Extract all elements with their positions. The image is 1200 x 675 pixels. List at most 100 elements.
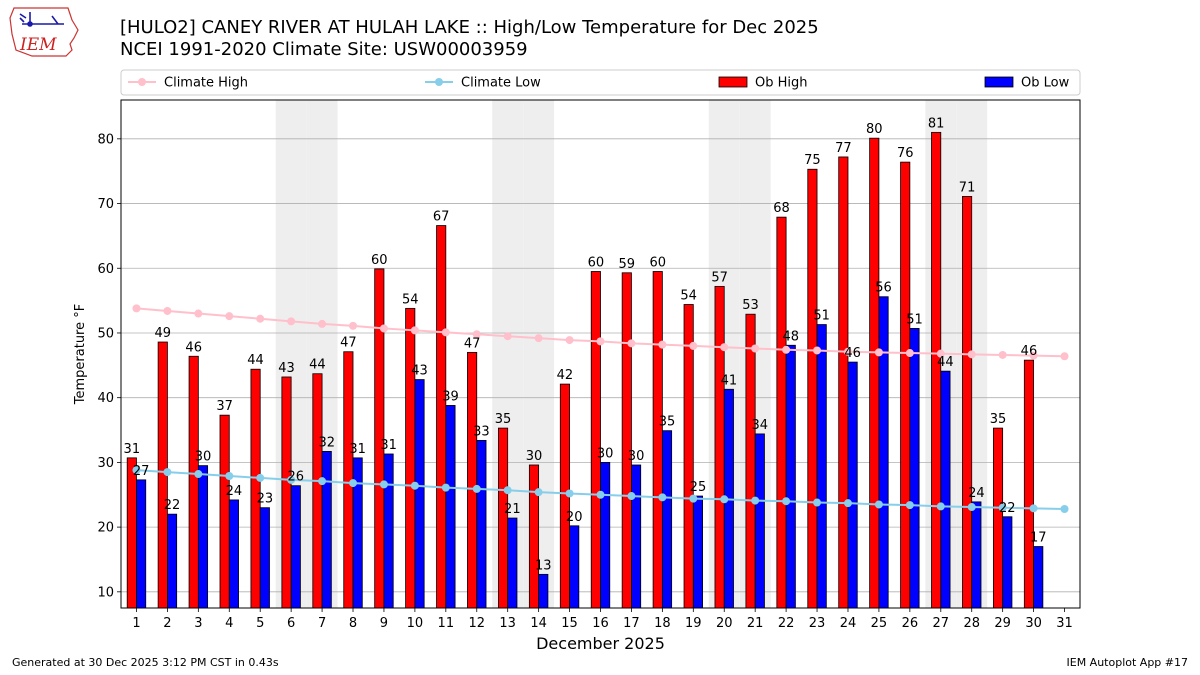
ob-high-bar [405, 307, 416, 609]
ob-low-label: 44 [937, 355, 954, 370]
ob-high-bar [126, 457, 137, 609]
climate-low-point [194, 470, 203, 479]
y-tick-label: 20 [97, 521, 114, 536]
x-tick-label: 28 [963, 616, 980, 631]
climate-high-point [627, 339, 636, 348]
ob-high-label: 46 [1021, 344, 1038, 359]
ob-high-label: 42 [557, 368, 574, 383]
ob-low-label: 41 [721, 373, 738, 388]
climate-high-point [596, 337, 605, 346]
x-tick-label: 6 [287, 616, 295, 631]
ob-high-label: 53 [742, 298, 759, 313]
climate-high-legend-marker [138, 78, 146, 86]
climate-low-point [132, 466, 141, 475]
climate-low-point [472, 484, 481, 493]
ob-high-label: 81 [928, 116, 945, 131]
x-tick-label: 24 [840, 616, 857, 631]
ob-high-label: 44 [247, 353, 264, 368]
climate-high-point [132, 304, 141, 313]
ob-low-label: 34 [752, 418, 769, 433]
x-tick-label: 29 [994, 616, 1011, 631]
x-tick-label: 30 [1025, 616, 1042, 631]
y-tick-label: 40 [97, 391, 114, 406]
climate-high-legend-label: Climate High [164, 76, 248, 91]
climate-low-point [874, 500, 883, 509]
x-tick-label: 12 [468, 616, 485, 631]
ob-high-label: 67 [433, 210, 450, 225]
climate-low-point [782, 497, 791, 506]
ob-low-bar [197, 465, 209, 609]
ob-low-bar [507, 517, 518, 609]
x-tick-label: 17 [623, 616, 640, 631]
ob-high-label: 57 [711, 270, 728, 285]
ob-high-label: 47 [340, 336, 357, 351]
svg-text:IEM: IEM [19, 35, 57, 55]
ob-high-label: 46 [185, 340, 202, 355]
ob-low-bar [414, 379, 425, 609]
y-tick-label: 50 [97, 326, 114, 341]
climate-low-point [534, 488, 543, 497]
climate-low-point [627, 492, 636, 501]
x-tick-label: 15 [561, 616, 578, 631]
ob-low-legend-swatch [984, 76, 1014, 88]
ob-high-bar [312, 373, 323, 609]
climate-low-point [225, 471, 234, 480]
climate-low-point [689, 494, 698, 503]
x-tick-label: 18 [654, 616, 671, 631]
ob-high-label: 80 [866, 122, 883, 137]
climate-high-point [379, 324, 388, 333]
climate-low-point [349, 479, 358, 488]
ob-high-bar [714, 285, 725, 609]
climate-low-point [813, 498, 822, 507]
ob-low-label: 27 [133, 464, 150, 479]
x-tick-label: 10 [407, 616, 424, 631]
climate-high-point [410, 326, 419, 335]
ob-high-label: 49 [154, 326, 171, 341]
x-tick-label: 22 [778, 616, 795, 631]
ob-low-label: 33 [473, 424, 490, 439]
ob-low-bar [631, 464, 642, 609]
ob-high-bar [436, 225, 447, 609]
ob-low-label: 21 [504, 502, 521, 517]
climate-low-point [379, 480, 388, 489]
ob-high-label: 76 [897, 146, 914, 161]
climate-high-point [349, 321, 358, 330]
ob-low-bar [321, 450, 332, 609]
climate-low-point [998, 503, 1007, 512]
ob-low-bar [383, 453, 394, 609]
ob-high-label: 44 [309, 358, 326, 373]
ob-low-label: 48 [782, 329, 799, 344]
ob-low-bar [445, 405, 456, 609]
ob-high-bar [838, 156, 849, 609]
x-tick-label: 1 [132, 616, 140, 631]
climate-high-point [194, 309, 203, 318]
climate-low-legend-label: Climate Low [461, 76, 541, 91]
climate-low-legend-marker [435, 78, 443, 86]
y-tick-label: 10 [97, 585, 114, 600]
climate-high-point [905, 349, 914, 358]
y-axis-label: Temperature °F [73, 304, 88, 405]
climate-low-point [565, 489, 574, 498]
x-tick-label: 7 [318, 616, 326, 631]
chart-title: [HULO2] CANEY RIVER AT HULAH LAKE :: Hig… [120, 17, 819, 38]
ob-low-label: 22 [164, 498, 181, 513]
climate-high-point [782, 345, 791, 354]
ob-low-bar [1033, 546, 1044, 609]
ob-low-label: 22 [999, 501, 1016, 516]
climate-low-point [905, 501, 914, 510]
chart-subtitle: NCEI 1991-2020 Climate Site: USW00003959 [120, 39, 528, 60]
x-tick-label: 27 [933, 616, 950, 631]
ob-high-bar [250, 368, 261, 609]
climate-high-point [503, 332, 512, 341]
ob-low-label: 35 [659, 415, 676, 430]
ob-low-bar [1002, 516, 1013, 609]
climate-high-point [225, 312, 234, 321]
ob-high-label: 60 [588, 255, 605, 270]
x-tick-label: 19 [685, 616, 702, 631]
climate-high-point [936, 349, 945, 358]
ob-low-bar [909, 328, 920, 609]
ob-high-bar [745, 313, 756, 609]
ob-low-label: 39 [442, 389, 459, 404]
ob-high-bar [528, 464, 540, 609]
